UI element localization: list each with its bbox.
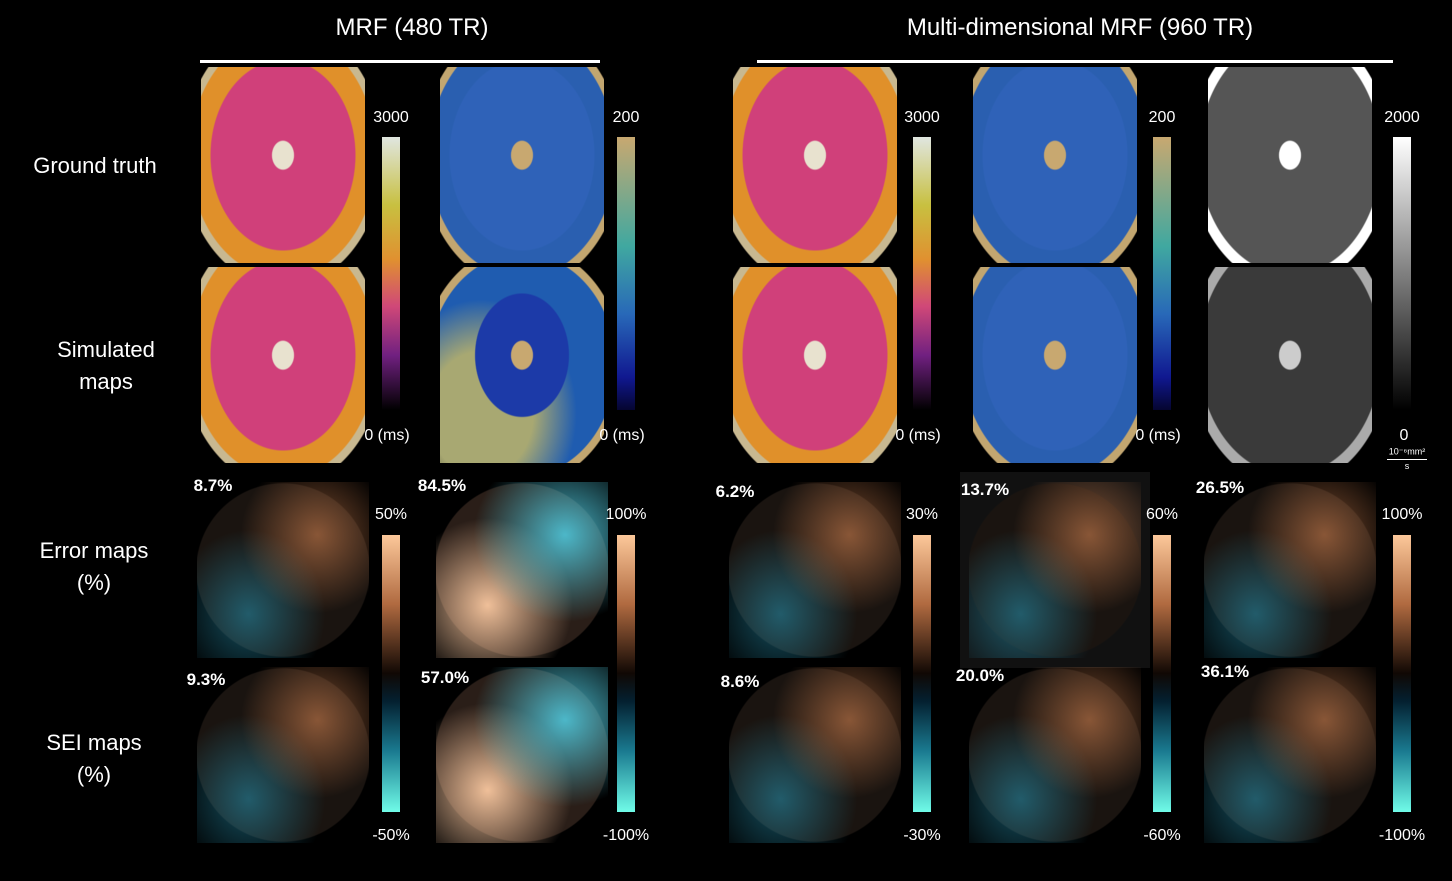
colorbar [913, 535, 931, 812]
colorbar [617, 535, 635, 812]
colorbar [1393, 535, 1411, 812]
colorbar [382, 137, 400, 410]
colorbar [1153, 535, 1171, 812]
brain-map [733, 267, 897, 463]
brain-map [1208, 267, 1372, 463]
error-map [197, 667, 369, 843]
colorbar-min-label: 0 (ms) [364, 427, 410, 444]
error-map [436, 667, 608, 843]
error-map [1204, 667, 1376, 843]
colorbar [913, 137, 931, 410]
colorbar-min-label: -30% [903, 827, 941, 844]
colorbar [1153, 137, 1171, 410]
colorbar-max-label: 200 [1148, 109, 1176, 126]
colorbar [382, 535, 400, 812]
brain-map [733, 67, 897, 263]
sei-percentage: 20.0% [955, 666, 1005, 685]
error-map [729, 667, 901, 843]
header-rule [757, 60, 1393, 63]
column-header: MRF (480 TR) [335, 14, 489, 41]
error-percentage: 13.7% [960, 480, 1010, 499]
sei-percentage: 36.1% [1200, 662, 1250, 681]
colorbar-max-label: 30% [905, 506, 939, 523]
row-label: Ground truth [33, 153, 157, 178]
error-map [969, 482, 1141, 658]
colorbar-unit: s [1404, 461, 1410, 471]
colorbar-unit: 10⁻⁶mm² [1388, 446, 1426, 457]
header-rule [200, 60, 600, 63]
error-percentage: 6.2% [715, 482, 755, 501]
row-label: (%) [76, 570, 112, 595]
error-map [729, 482, 901, 658]
error-map [1204, 482, 1376, 658]
colorbar-max-label: 2000 [1384, 109, 1420, 126]
colorbar-max-label: 3000 [904, 109, 940, 126]
brain-map [1208, 67, 1372, 263]
colorbar-min-label: -100% [1378, 827, 1426, 844]
error-percentage: 26.5% [1195, 478, 1245, 497]
colorbar [617, 137, 635, 410]
brain-map [973, 67, 1137, 263]
brain-map [973, 267, 1137, 463]
row-label: (%) [76, 762, 112, 787]
error-map [969, 667, 1141, 843]
colorbar-max-label: 200 [612, 109, 640, 126]
error-percentage: 84.5% [417, 476, 467, 495]
column-header: Multi-dimensional MRF (960 TR) [906, 14, 1254, 41]
colorbar-max-label: 3000 [373, 109, 409, 126]
colorbar-max-label: 60% [1145, 506, 1179, 523]
brain-map [201, 267, 365, 463]
row-label: Error maps [39, 538, 149, 563]
sei-percentage: 57.0% [420, 668, 470, 687]
error-map [197, 482, 369, 658]
colorbar-min-label: 0 [1399, 427, 1409, 444]
brain-map [440, 267, 604, 463]
colorbar-min-label: -50% [372, 827, 410, 844]
brain-map [201, 67, 365, 263]
colorbar-min-label: -60% [1143, 827, 1181, 844]
error-percentage: 8.7% [193, 476, 233, 495]
brain-map [440, 67, 604, 263]
row-label: Simulated [57, 337, 155, 362]
sei-percentage: 8.6% [720, 672, 760, 691]
colorbar-max-label: 100% [605, 506, 647, 523]
colorbar-max-label: 50% [374, 506, 408, 523]
colorbar-min-label: 0 (ms) [895, 427, 941, 444]
colorbar-min-label: -100% [602, 827, 650, 844]
colorbar-max-label: 100% [1381, 506, 1423, 523]
sei-percentage: 9.3% [186, 670, 226, 689]
row-label: SEI maps [46, 730, 142, 755]
colorbar-min-label: 0 (ms) [599, 427, 645, 444]
error-map [436, 482, 608, 658]
fraction-rule [1387, 459, 1427, 460]
row-label: maps [79, 369, 133, 394]
colorbar [1393, 137, 1411, 410]
colorbar-min-label: 0 (ms) [1135, 427, 1181, 444]
